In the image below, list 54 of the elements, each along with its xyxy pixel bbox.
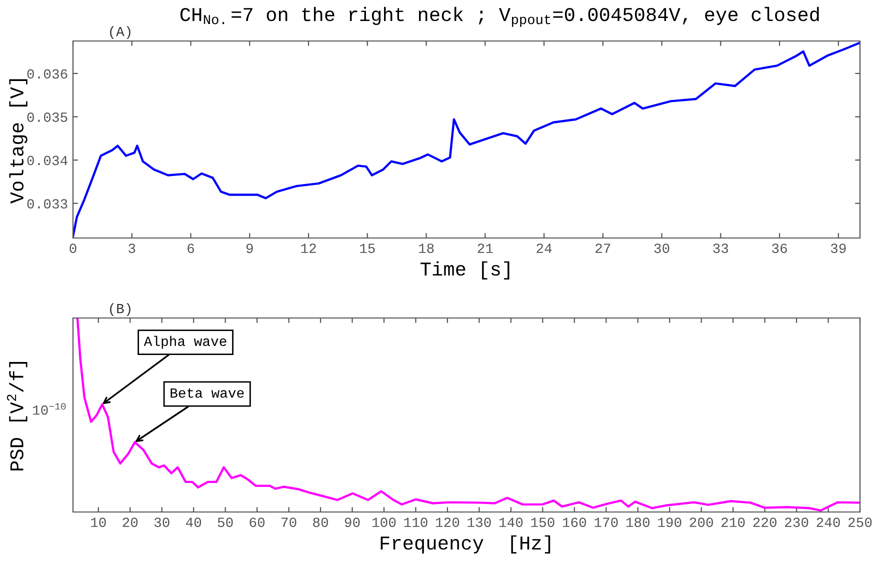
- x-tick-label: 130: [468, 518, 491, 528]
- x-tick-label: 80: [313, 518, 328, 528]
- x-tick-label: 20: [122, 518, 138, 528]
- x-tick-label: 150: [531, 518, 554, 528]
- x-tick-label: 110: [404, 518, 428, 528]
- y-axis-title: Voltage [V]: [9, 79, 28, 204]
- x-tick-label: 220: [753, 518, 776, 528]
- x-tick-label: 0: [70, 244, 76, 254]
- x-tick-label: 170: [594, 518, 618, 528]
- x-axis-title: Frequency [Hz]: [380, 535, 550, 554]
- chart-subtitle: (A): [110, 26, 130, 40]
- x-tick-label: 12: [301, 244, 316, 253]
- x-tick-label: 3: [128, 244, 136, 254]
- x-tick-label: 10: [91, 518, 106, 528]
- x-tick-label: 39: [830, 244, 846, 254]
- x-tick-label: 180: [626, 518, 650, 528]
- line-series: [73, 42, 860, 238]
- y-tick-label: 0.034: [27, 156, 68, 166]
- x-tick-label: 30: [654, 244, 670, 254]
- x-tick-label: 200: [690, 518, 713, 528]
- x-tick-label: 30: [154, 518, 170, 528]
- annotation: Alpha wave: [144, 336, 226, 349]
- x-tick-label: 15: [360, 244, 375, 254]
- x-tick-label: 33: [713, 244, 728, 254]
- x-tick-label: 140: [499, 518, 523, 528]
- x-tick-label: 190: [658, 518, 682, 528]
- x-tick-label: 36: [772, 244, 787, 254]
- x-tick-label: 24: [536, 244, 552, 253]
- x-tick-label: 60: [250, 518, 265, 528]
- x-tick-label: 90: [344, 518, 360, 528]
- x-tick-label: 21: [478, 244, 493, 253]
- x-tick-label: 160: [562, 518, 586, 528]
- x-tick-label: 40: [186, 518, 202, 528]
- y-axis-title: PSD [V$^{2}$/f]: [6, 362, 28, 470]
- x-tick-label: 120: [436, 518, 460, 528]
- x-tick-label: 18: [418, 244, 434, 254]
- x-tick-label: 100: [372, 518, 396, 528]
- x-axis-title: Time [s]: [420, 261, 510, 280]
- x-tick-label: 250: [848, 518, 872, 528]
- x-tick-label: 50: [218, 518, 233, 528]
- y-tick-label: 0.036: [27, 69, 68, 79]
- x-tick-label: 230: [785, 518, 808, 528]
- x-tick-label: 240: [816, 518, 840, 528]
- text: 10$^{−10}$: [32, 403, 66, 415]
- annotation: Beta wave: [170, 388, 244, 398]
- x-tick-label: 6: [188, 244, 194, 254]
- x-tick-label: 70: [282, 518, 296, 528]
- x-tick-label: 210: [722, 518, 745, 528]
- x-tick-label: 9: [246, 244, 253, 254]
- chart-title: CH$_{No.}$=7 on the right neck ; V$_{ppout}$=0.0045084V, eye closed: [180, 6, 819, 27]
- y-tick-label: 0.035: [27, 112, 68, 122]
- chart-subtitle: (B): [110, 303, 130, 316]
- x-tick-label: 27: [596, 244, 610, 253]
- y-tick-label: 0.033: [27, 199, 68, 209]
